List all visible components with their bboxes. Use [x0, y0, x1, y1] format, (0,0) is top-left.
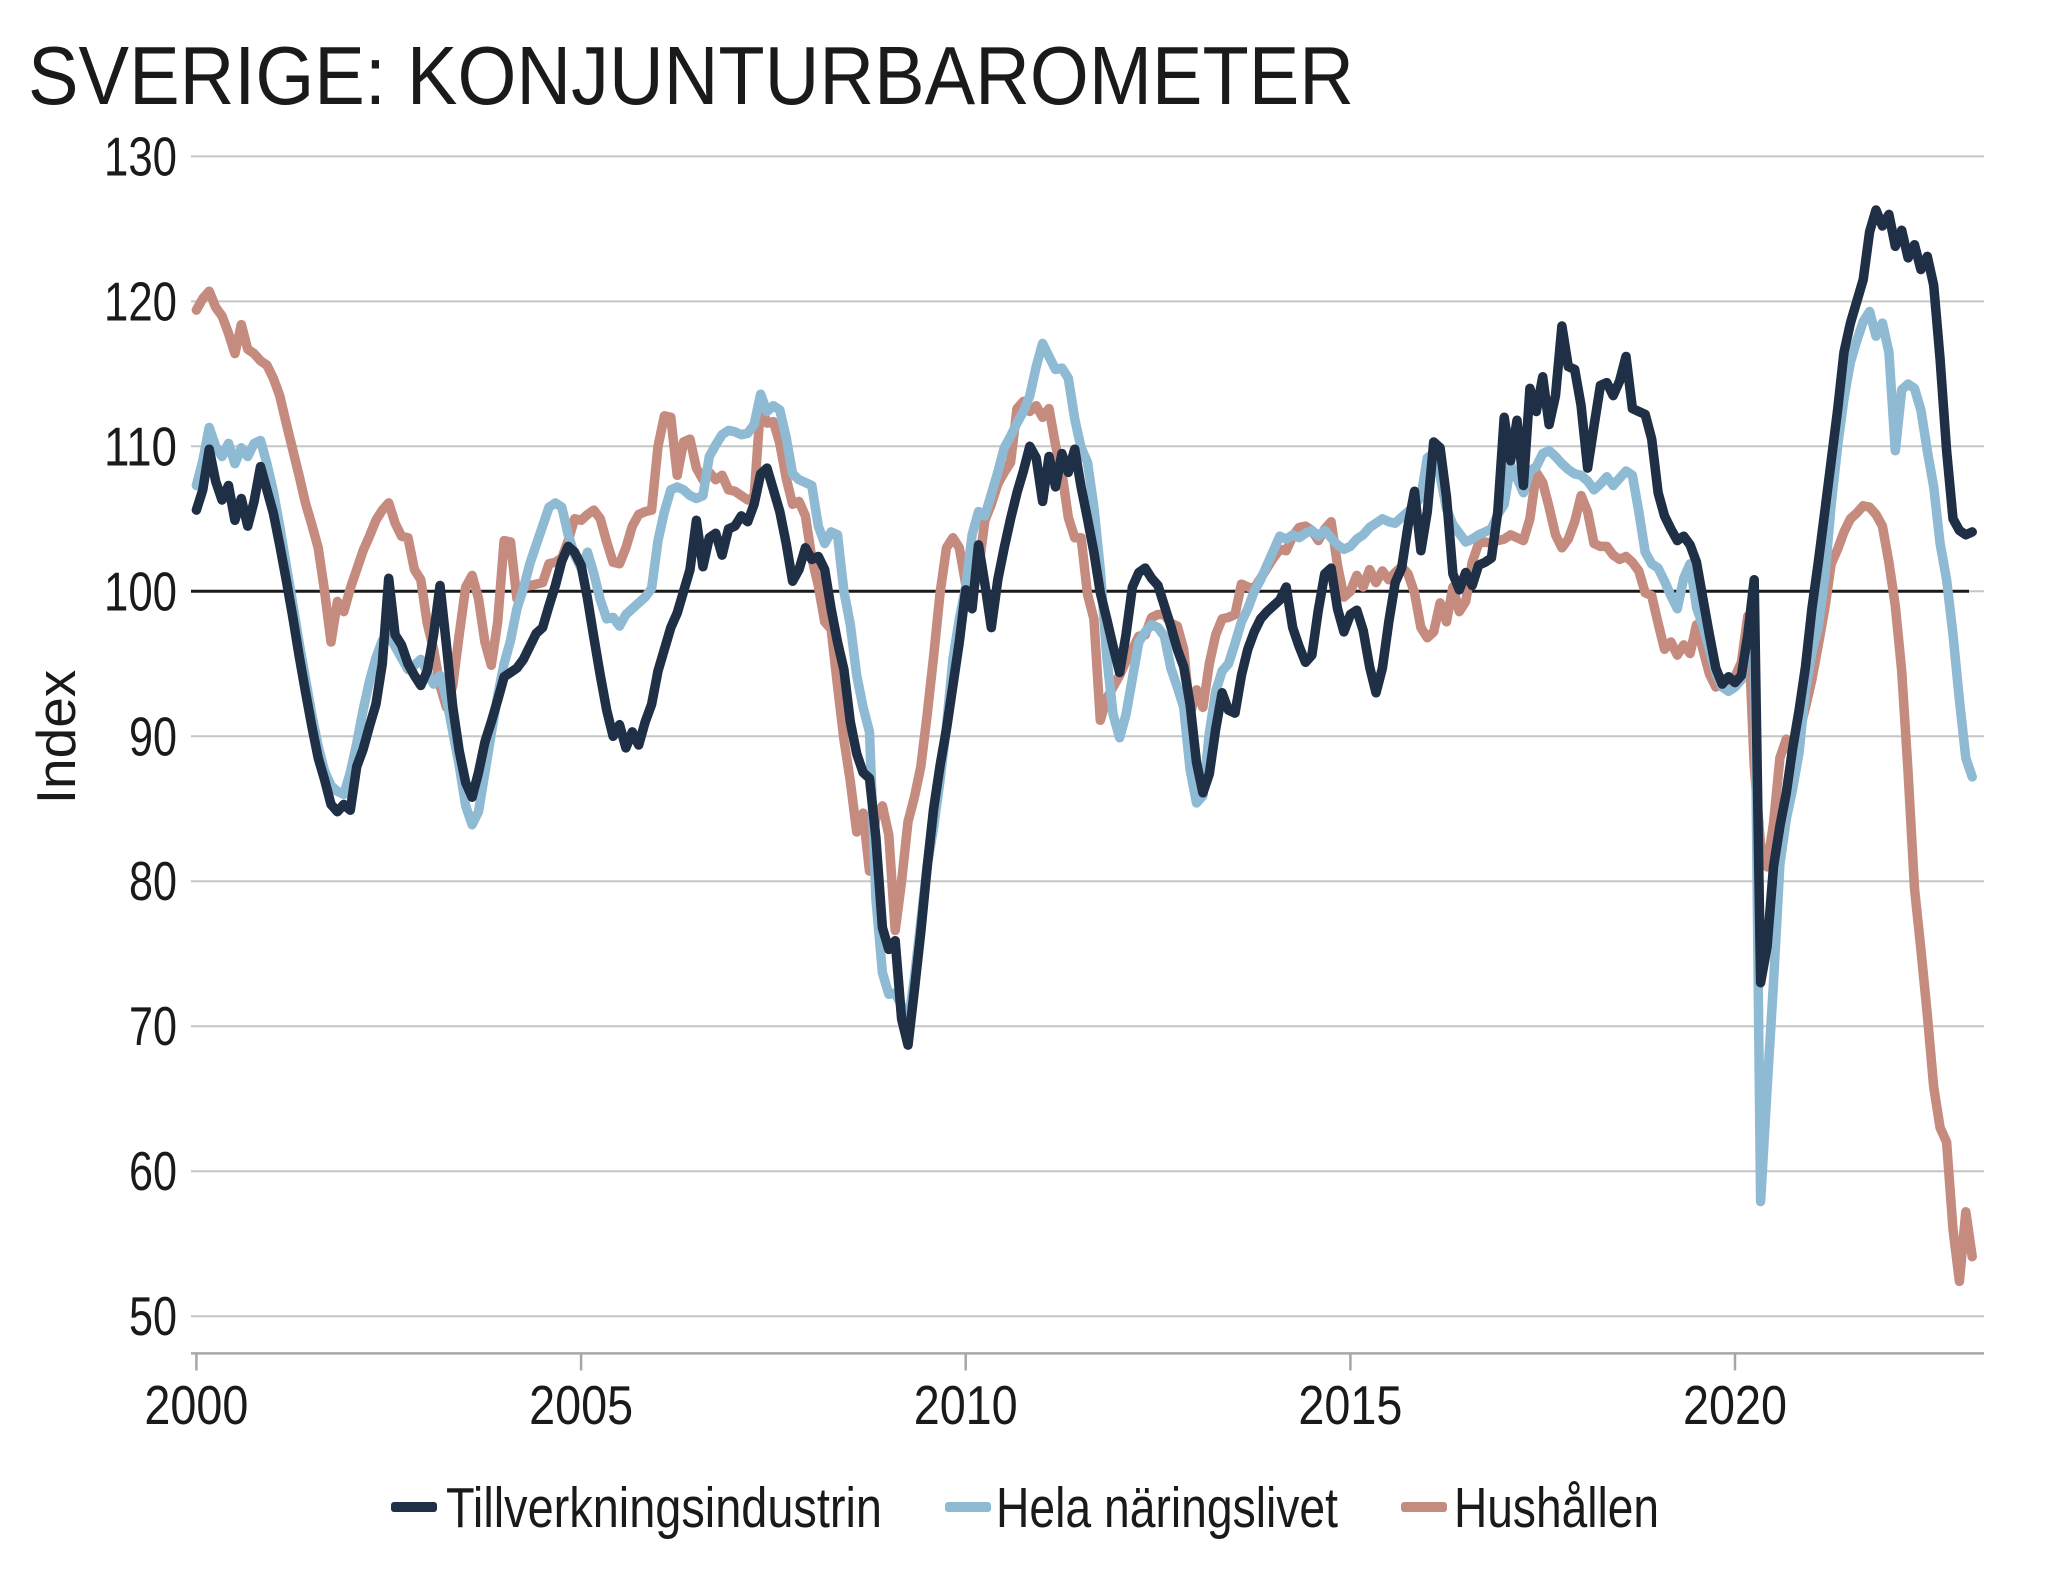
svg-text:Hushållen: Hushållen: [1454, 1476, 1659, 1540]
svg-text:120: 120: [104, 270, 177, 332]
svg-text:80: 80: [129, 850, 177, 912]
svg-text:Hela näringslivet: Hela näringslivet: [996, 1476, 1338, 1540]
svg-text:100: 100: [104, 560, 177, 622]
svg-text:50: 50: [129, 1285, 177, 1347]
svg-text:2020: 2020: [1683, 1374, 1787, 1436]
svg-text:2010: 2010: [914, 1374, 1018, 1436]
svg-text:70: 70: [129, 995, 177, 1057]
svg-text:90: 90: [129, 705, 177, 767]
svg-text:60: 60: [129, 1140, 177, 1202]
svg-text:130: 130: [104, 125, 177, 187]
svg-text:2005: 2005: [529, 1374, 633, 1436]
svg-text:SVERIGE: KONJUNTURBAROMETER: SVERIGE: KONJUNTURBAROMETER: [28, 29, 1354, 122]
svg-text:110: 110: [104, 415, 177, 477]
svg-text:Index: Index: [25, 670, 87, 805]
svg-text:2015: 2015: [1298, 1374, 1402, 1436]
svg-text:Tillverkningsindustrin: Tillverkningsindustrin: [446, 1476, 882, 1540]
svg-text:2000: 2000: [144, 1374, 248, 1436]
